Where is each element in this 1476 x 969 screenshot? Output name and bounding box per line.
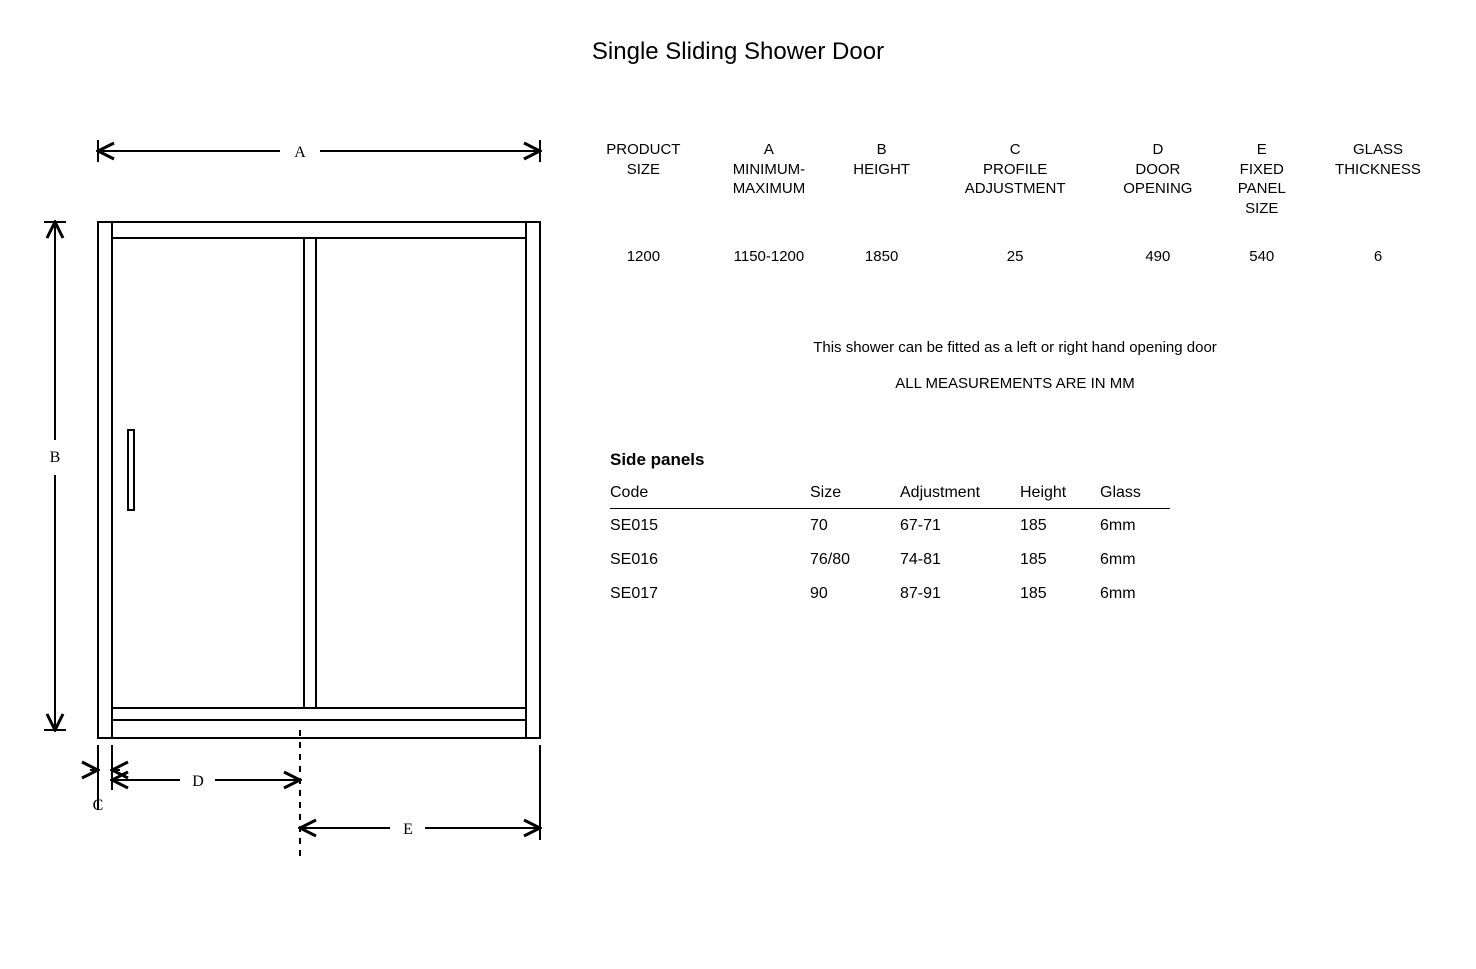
sp-cell: 67-71 <box>900 509 1020 544</box>
spec-header: A MINIMUM- MAXIMUM <box>707 140 831 218</box>
dim-label-b: B <box>50 449 61 466</box>
sp-cell: 74-81 <box>900 543 1020 577</box>
spec-header: C PROFILE ADJUSTMENT <box>932 140 1098 218</box>
spec-cell: 540 <box>1218 218 1306 265</box>
sp-cell: 87-91 <box>900 577 1020 611</box>
sp-header-row: Code Size Adjustment Height Glass <box>610 478 1170 509</box>
notes: This shower can be fitted as a left or r… <box>580 330 1450 402</box>
sp-cell: SE017 <box>610 577 810 611</box>
sp-cell: 185 <box>1020 509 1100 544</box>
sp-cell: 185 <box>1020 577 1100 611</box>
sp-cell: 70 <box>810 509 900 544</box>
spec-cell: 1850 <box>831 218 932 265</box>
dim-label-c: C <box>93 797 104 814</box>
sp-cell: 6mm <box>1100 509 1170 544</box>
dim-label-d: D <box>192 773 204 790</box>
spec-cell: 490 <box>1098 218 1217 265</box>
shower-door-diagram: A B C D <box>40 130 560 870</box>
sp-cell: SE016 <box>610 543 810 577</box>
spec-header: PRODUCT SIZE <box>580 140 707 218</box>
sp-header: Glass <box>1100 478 1170 509</box>
spec-header: D DOOR OPENING <box>1098 140 1217 218</box>
dim-label-a: A <box>294 144 306 161</box>
sp-header: Code <box>610 478 810 509</box>
sp-row: SE016 76/80 74-81 185 6mm <box>610 543 1170 577</box>
sp-cell: 76/80 <box>810 543 900 577</box>
side-panels-table: Side panels Code Size Adjustment Height … <box>610 450 1170 611</box>
spec-table: PRODUCT SIZE A MINIMUM- MAXIMUM B HEIGHT… <box>580 140 1450 265</box>
sp-row: SE017 90 87-91 185 6mm <box>610 577 1170 611</box>
sp-cell: 6mm <box>1100 543 1170 577</box>
sp-header: Adjustment <box>900 478 1020 509</box>
spec-header-row: PRODUCT SIZE A MINIMUM- MAXIMUM B HEIGHT… <box>580 140 1450 218</box>
sp-header: Height <box>1020 478 1100 509</box>
spec-cell: 25 <box>932 218 1098 265</box>
dim-label-e: E <box>403 821 413 838</box>
sp-cell: 6mm <box>1100 577 1170 611</box>
side-panels-title: Side panels <box>610 450 1170 478</box>
page-title: Single Sliding Shower Door <box>0 38 1476 66</box>
sp-cell: 185 <box>1020 543 1100 577</box>
spec-cell: 6 <box>1306 218 1450 265</box>
sp-header: Size <box>810 478 900 509</box>
spec-header: B HEIGHT <box>831 140 932 218</box>
note-units: ALL MEASUREMENTS ARE IN MM <box>580 366 1450 402</box>
spec-data-row: 1200 1150-1200 1850 25 490 540 6 <box>580 218 1450 265</box>
spec-cell: 1150-1200 <box>707 218 831 265</box>
sp-row: SE015 70 67-71 185 6mm <box>610 509 1170 544</box>
spec-cell: 1200 <box>580 218 707 265</box>
spec-header: GLASS THICKNESS <box>1306 140 1450 218</box>
note-fitting: This shower can be fitted as a left or r… <box>580 330 1450 366</box>
spec-header: E FIXED PANEL SIZE <box>1218 140 1306 218</box>
sp-cell: SE015 <box>610 509 810 544</box>
sp-cell: 90 <box>810 577 900 611</box>
